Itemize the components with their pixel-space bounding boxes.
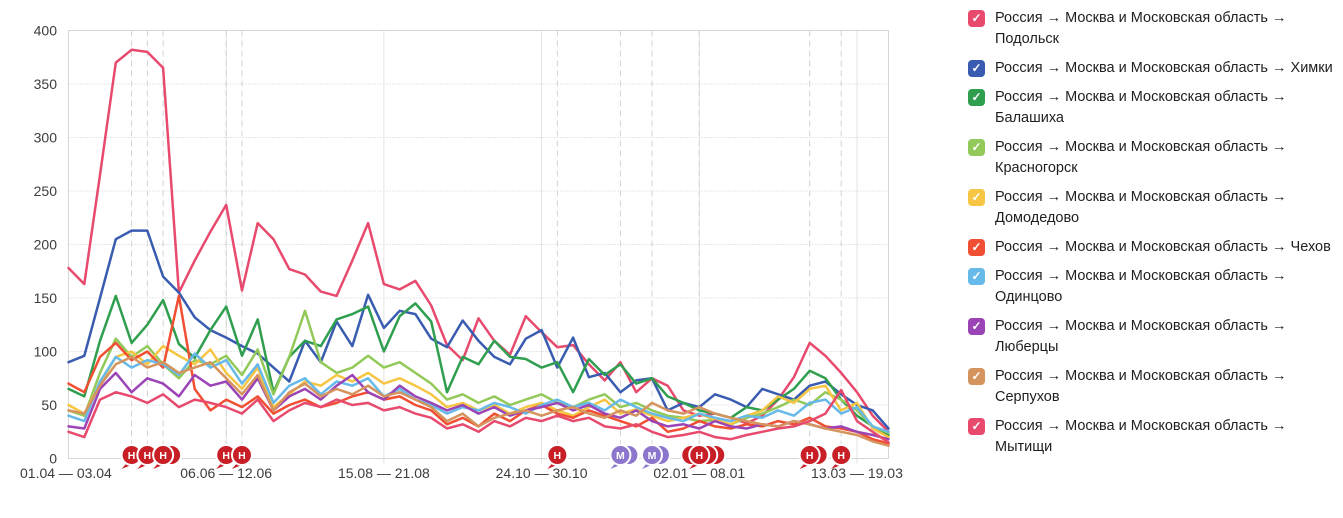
event-marker[interactable]: Н — [546, 444, 569, 469]
legend-checkbox-checked-icon[interactable]: ✓ — [968, 89, 985, 106]
chart-legend: ✓ Россия → Москва и Московская область → … — [968, 8, 1338, 466]
event-bubble-icon — [152, 444, 175, 466]
legend-checkbox-checked-icon[interactable]: ✓ — [968, 268, 985, 285]
event-bubble-letter: М — [616, 450, 625, 462]
y-axis-label: 150 — [34, 290, 58, 306]
legend-label: Россия → Москва и Московская область → Д… — [995, 189, 1287, 226]
legend-item-4[interactable]: ✓ Россия → Москва и Московская область → … — [968, 137, 1338, 179]
y-axis-label: 100 — [34, 344, 58, 360]
legend-item-9[interactable]: ✓ Россия → Москва и Московская область → … — [968, 366, 1338, 408]
trend-chart-area: 0 50 100 150 200 250 300 350 400 01.04 — 03.04 06.… — [20, 23, 903, 482]
event-bubble-letter: Н — [159, 450, 167, 462]
series-line-Химки — [67, 229, 890, 430]
event-marker[interactable]: М — [609, 444, 640, 469]
legend-label: Россия → Москва и Московская область → О… — [995, 268, 1287, 305]
event-bubble-icon — [688, 444, 711, 466]
legend-label: Россия → Москва и Московская область → М… — [995, 418, 1287, 455]
x-axis-label: 24.10 — 30.10 — [496, 465, 588, 481]
y-axis-label: 300 — [34, 130, 58, 146]
event-bubble-letter: Н — [806, 450, 814, 462]
event-bubble-icon — [798, 444, 821, 466]
trend-chart: 0 50 100 150 200 250 300 350 400 01.04 — 03.04 06.… — [20, 23, 903, 482]
event-bubble-letter: М — [648, 450, 657, 462]
series-line-Балашиха — [67, 294, 890, 437]
event-bubble-letter: Н — [144, 450, 152, 462]
legend-label: Россия → Москва и Московская область → П… — [995, 10, 1287, 47]
y-axis-label: 400 — [34, 23, 58, 39]
legend-checkbox-checked-icon[interactable]: ✓ — [968, 139, 985, 156]
event-bubble-icon — [609, 444, 632, 466]
event-marker[interactable]: Н — [830, 444, 853, 469]
legend-item-7[interactable]: ✓ Россия → Москва и Московская область → … — [968, 266, 1338, 308]
series-line-Подольск — [67, 48, 890, 434]
event-marker[interactable]: Н — [680, 444, 727, 469]
legend-label: Россия → Москва и Московская область → Ч… — [995, 239, 1331, 255]
legend-item-10[interactable]: ✓ Россия → Москва и Московская область → … — [968, 416, 1338, 458]
legend-checkbox-checked-icon[interactable]: ✓ — [968, 418, 985, 435]
x-axis-label: 15.08 — 21.08 — [338, 465, 430, 481]
legend-label: Россия → Москва и Московская область → Л… — [995, 318, 1287, 355]
series-line-Люберцы — [67, 371, 890, 441]
event-marker[interactable]: Н — [215, 444, 238, 469]
y-axis-label: 200 — [34, 237, 58, 253]
y-axis-label: 250 — [34, 183, 58, 199]
legend-label: Россия → Москва и Московская область → С… — [995, 368, 1287, 405]
event-bubble-icon — [546, 444, 569, 466]
legend-label: Россия → Москва и Московская область → К… — [995, 139, 1287, 176]
event-bubble-letter: Н — [554, 450, 562, 462]
legend-checkbox-checked-icon[interactable]: ✓ — [968, 368, 985, 385]
legend-label: Россия → Москва и Московская область → Б… — [995, 89, 1287, 126]
event-bubble-letter: Н — [222, 450, 230, 462]
y-axis-label: 0 — [49, 451, 57, 467]
plot-border — [68, 30, 889, 459]
legend-item-3[interactable]: ✓ Россия → Москва и Московская область → … — [968, 87, 1338, 129]
event-bubble-letter: Н — [238, 450, 246, 462]
x-axis-label: 01.04 — 03.04 — [20, 465, 112, 481]
series-line-Серпухов — [67, 355, 890, 447]
event-marker[interactable]: М — [640, 444, 671, 469]
legend-item-5[interactable]: ✓ Россия → Москва и Московская область → … — [968, 187, 1338, 229]
x-axis-label: 02.01 — 08.01 — [653, 465, 745, 481]
event-marker[interactable]: Н — [230, 444, 253, 469]
legend-checkbox-checked-icon[interactable]: ✓ — [968, 239, 985, 256]
legend-checkbox-checked-icon[interactable]: ✓ — [968, 60, 985, 77]
legend-item-1[interactable]: ✓ Россия → Москва и Московская область → … — [968, 8, 1338, 50]
legend-item-6[interactable]: ✓ Россия → Москва и Московская область → … — [968, 237, 1338, 258]
y-axis-label: 350 — [34, 76, 58, 92]
x-axis-label: 13.03 — 19.03 — [811, 465, 903, 481]
legend-checkbox-checked-icon[interactable]: ✓ — [968, 318, 985, 335]
series-line-Мытищи — [67, 388, 890, 444]
legend-item-8[interactable]: ✓ Россия → Москва и Московская область → … — [968, 316, 1338, 358]
event-marker[interactable]: Н — [798, 444, 829, 469]
x-axis-label: 06.06 — 12.06 — [180, 465, 272, 481]
y-axis-label: 50 — [41, 397, 57, 413]
event-bubble-letter: Н — [128, 450, 136, 462]
legend-checkbox-checked-icon[interactable]: ✓ — [968, 10, 985, 27]
legend-item-2[interactable]: ✓ Россия → Москва и Московская область → … — [968, 58, 1338, 79]
event-bubble-letter: Н — [837, 450, 845, 462]
event-marker[interactable]: Н — [152, 444, 183, 469]
legend-label: Россия → Москва и Московская область → Х… — [995, 60, 1333, 76]
event-bubble-icon — [640, 444, 663, 466]
event-bubble-icon — [230, 444, 253, 466]
event-bubble-icon — [830, 444, 853, 466]
event-bubble-letter: Н — [695, 450, 703, 462]
legend-checkbox-checked-icon[interactable]: ✓ — [968, 189, 985, 206]
